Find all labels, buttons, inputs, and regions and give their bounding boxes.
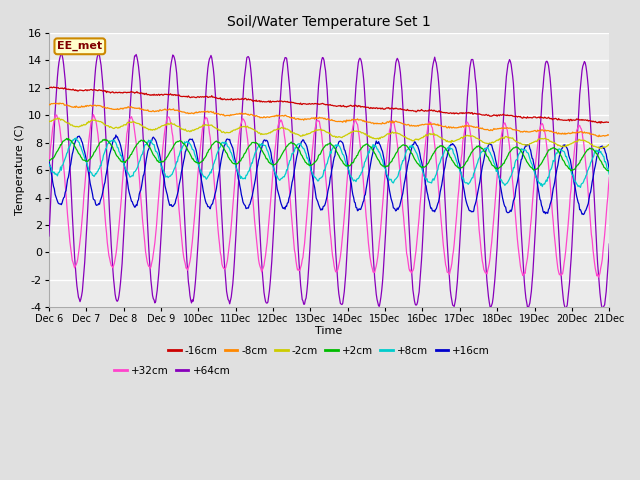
- Y-axis label: Temperature (C): Temperature (C): [15, 125, 25, 216]
- Text: EE_met: EE_met: [57, 41, 102, 51]
- Title: Soil/Water Temperature Set 1: Soil/Water Temperature Set 1: [227, 15, 431, 29]
- Legend: +32cm, +64cm: +32cm, +64cm: [110, 362, 235, 380]
- X-axis label: Time: Time: [316, 325, 342, 336]
